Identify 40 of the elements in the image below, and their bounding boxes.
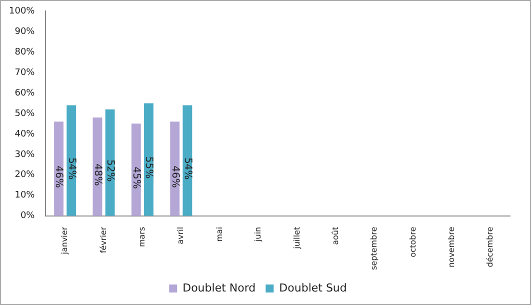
bar [170, 122, 180, 216]
bar [66, 105, 76, 216]
y-tick-label: 50% [14, 108, 36, 119]
data-label: 48% [92, 164, 103, 186]
y-tick-label: 0% [20, 211, 36, 222]
y-tick-label: 90% [14, 26, 36, 37]
bar [131, 124, 141, 216]
y-tick-label: 10% [14, 190, 36, 201]
x-tick-label: août [330, 226, 340, 245]
x-tick-label: décembre [486, 226, 495, 268]
data-label: 54% [182, 157, 193, 180]
x-tick-label: mai [214, 226, 224, 242]
data-label: 46% [169, 166, 180, 188]
legend-label: Doublet Sud [279, 281, 347, 294]
x-tick-label: juillet [292, 226, 302, 250]
y-tick-label: 100% [8, 6, 36, 16]
bar [105, 109, 115, 216]
y-tick-label: 20% [14, 170, 36, 180]
y-tick-label: 70% [14, 68, 36, 78]
bar [54, 122, 64, 216]
y-tick-label: 30% [14, 150, 36, 160]
x-tick-label: avril [176, 226, 186, 244]
data-label: 55% [143, 156, 154, 179]
x-tick-label: juin [254, 226, 263, 242]
legend-label: Doublet Nord [182, 281, 256, 294]
data-label: 46% [53, 166, 64, 188]
y-tick-label: 40% [14, 129, 36, 140]
x-tick-label: septembre [370, 226, 379, 270]
x-tick-label: octobre [408, 226, 418, 258]
x-tick-label: février [98, 226, 108, 254]
data-label: 52% [104, 159, 116, 182]
y-tick-label: 80% [14, 47, 36, 58]
y-tick-label: 60% [14, 88, 36, 98]
x-tick-label: janvier [60, 226, 70, 256]
data-label: 45% [130, 166, 142, 189]
data-label: 54% [66, 157, 77, 180]
x-tick-label: mars [138, 226, 147, 248]
x-tick-label: novembre [447, 226, 456, 268]
bar [182, 105, 192, 216]
bar [144, 103, 154, 216]
